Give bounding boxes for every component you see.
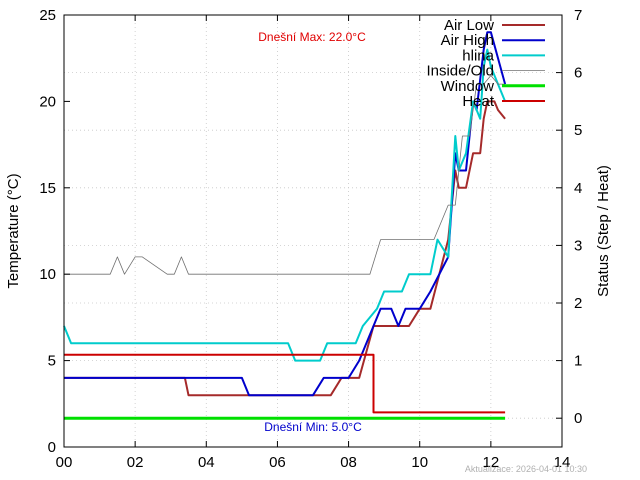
y-tick-label: 25: [39, 7, 56, 24]
y-tick-label: 15: [39, 180, 56, 197]
x-tick-label: 14: [554, 454, 571, 471]
y-tick-label: 5: [48, 353, 56, 370]
y2-tick-label: 4: [574, 180, 582, 197]
legend-label-heat: Heat: [462, 93, 495, 110]
y2-tick-label: 7: [574, 7, 582, 24]
legend-label-hlina: hlina: [462, 47, 494, 64]
legend-label-inside-old: Inside/Old: [426, 63, 494, 80]
legend-label-window: Window: [441, 78, 495, 95]
x-tick-label: 02: [127, 454, 144, 471]
series-line-heat: [64, 353, 506, 414]
y2-tick-label: 1: [574, 353, 582, 370]
x-tick-label: 00: [56, 454, 73, 471]
min-annotation: Dnešní Min: 5.0°C: [264, 420, 362, 434]
y-tick-label: 10: [39, 266, 56, 283]
y2-axis-label: Status (Step / Heat): [595, 165, 612, 297]
y2-tick-label: 6: [574, 65, 582, 82]
y-axis-ticks: 0 5 10 15 20 25: [39, 7, 70, 456]
y2-tick-label: 0: [574, 410, 582, 427]
legend-label-air-high: Air High: [441, 32, 494, 49]
x-tick-label: 10: [411, 454, 428, 471]
series-line-inside-old: [64, 75, 506, 275]
updated-timestamp: Aktualizace: 2026-04-01 10:30: [465, 464, 587, 474]
legend-label-air-low: Air Low: [444, 17, 494, 34]
plot-frame: [63, 14, 563, 448]
y2-tick-label: 3: [574, 237, 582, 254]
series-line-air-high: [64, 31, 507, 397]
series-line-air-low: [64, 100, 506, 397]
series-line-hlina: [63, 48, 507, 362]
y-axis-label: Temperature (°C): [5, 173, 22, 288]
series-lines: [63, 31, 507, 420]
x-axis-ticks: 00 02 04 06 08 10 12 14: [56, 15, 571, 471]
y-tick-label: 20: [39, 93, 56, 110]
max-annotation: Dnešní Max: 22.0°C: [258, 30, 366, 44]
y2-tick-label: 5: [574, 122, 582, 139]
y-tick-label: 0: [48, 439, 56, 456]
x-tick-label: 06: [269, 454, 286, 471]
x-tick-label: 12: [483, 454, 500, 471]
y2-tick-label: 2: [574, 295, 582, 312]
x-tick-label: 08: [340, 454, 357, 471]
y2-axis-ticks: 0 1 2 3 4 5 6 7: [556, 7, 582, 427]
x-tick-label: 04: [198, 454, 215, 471]
